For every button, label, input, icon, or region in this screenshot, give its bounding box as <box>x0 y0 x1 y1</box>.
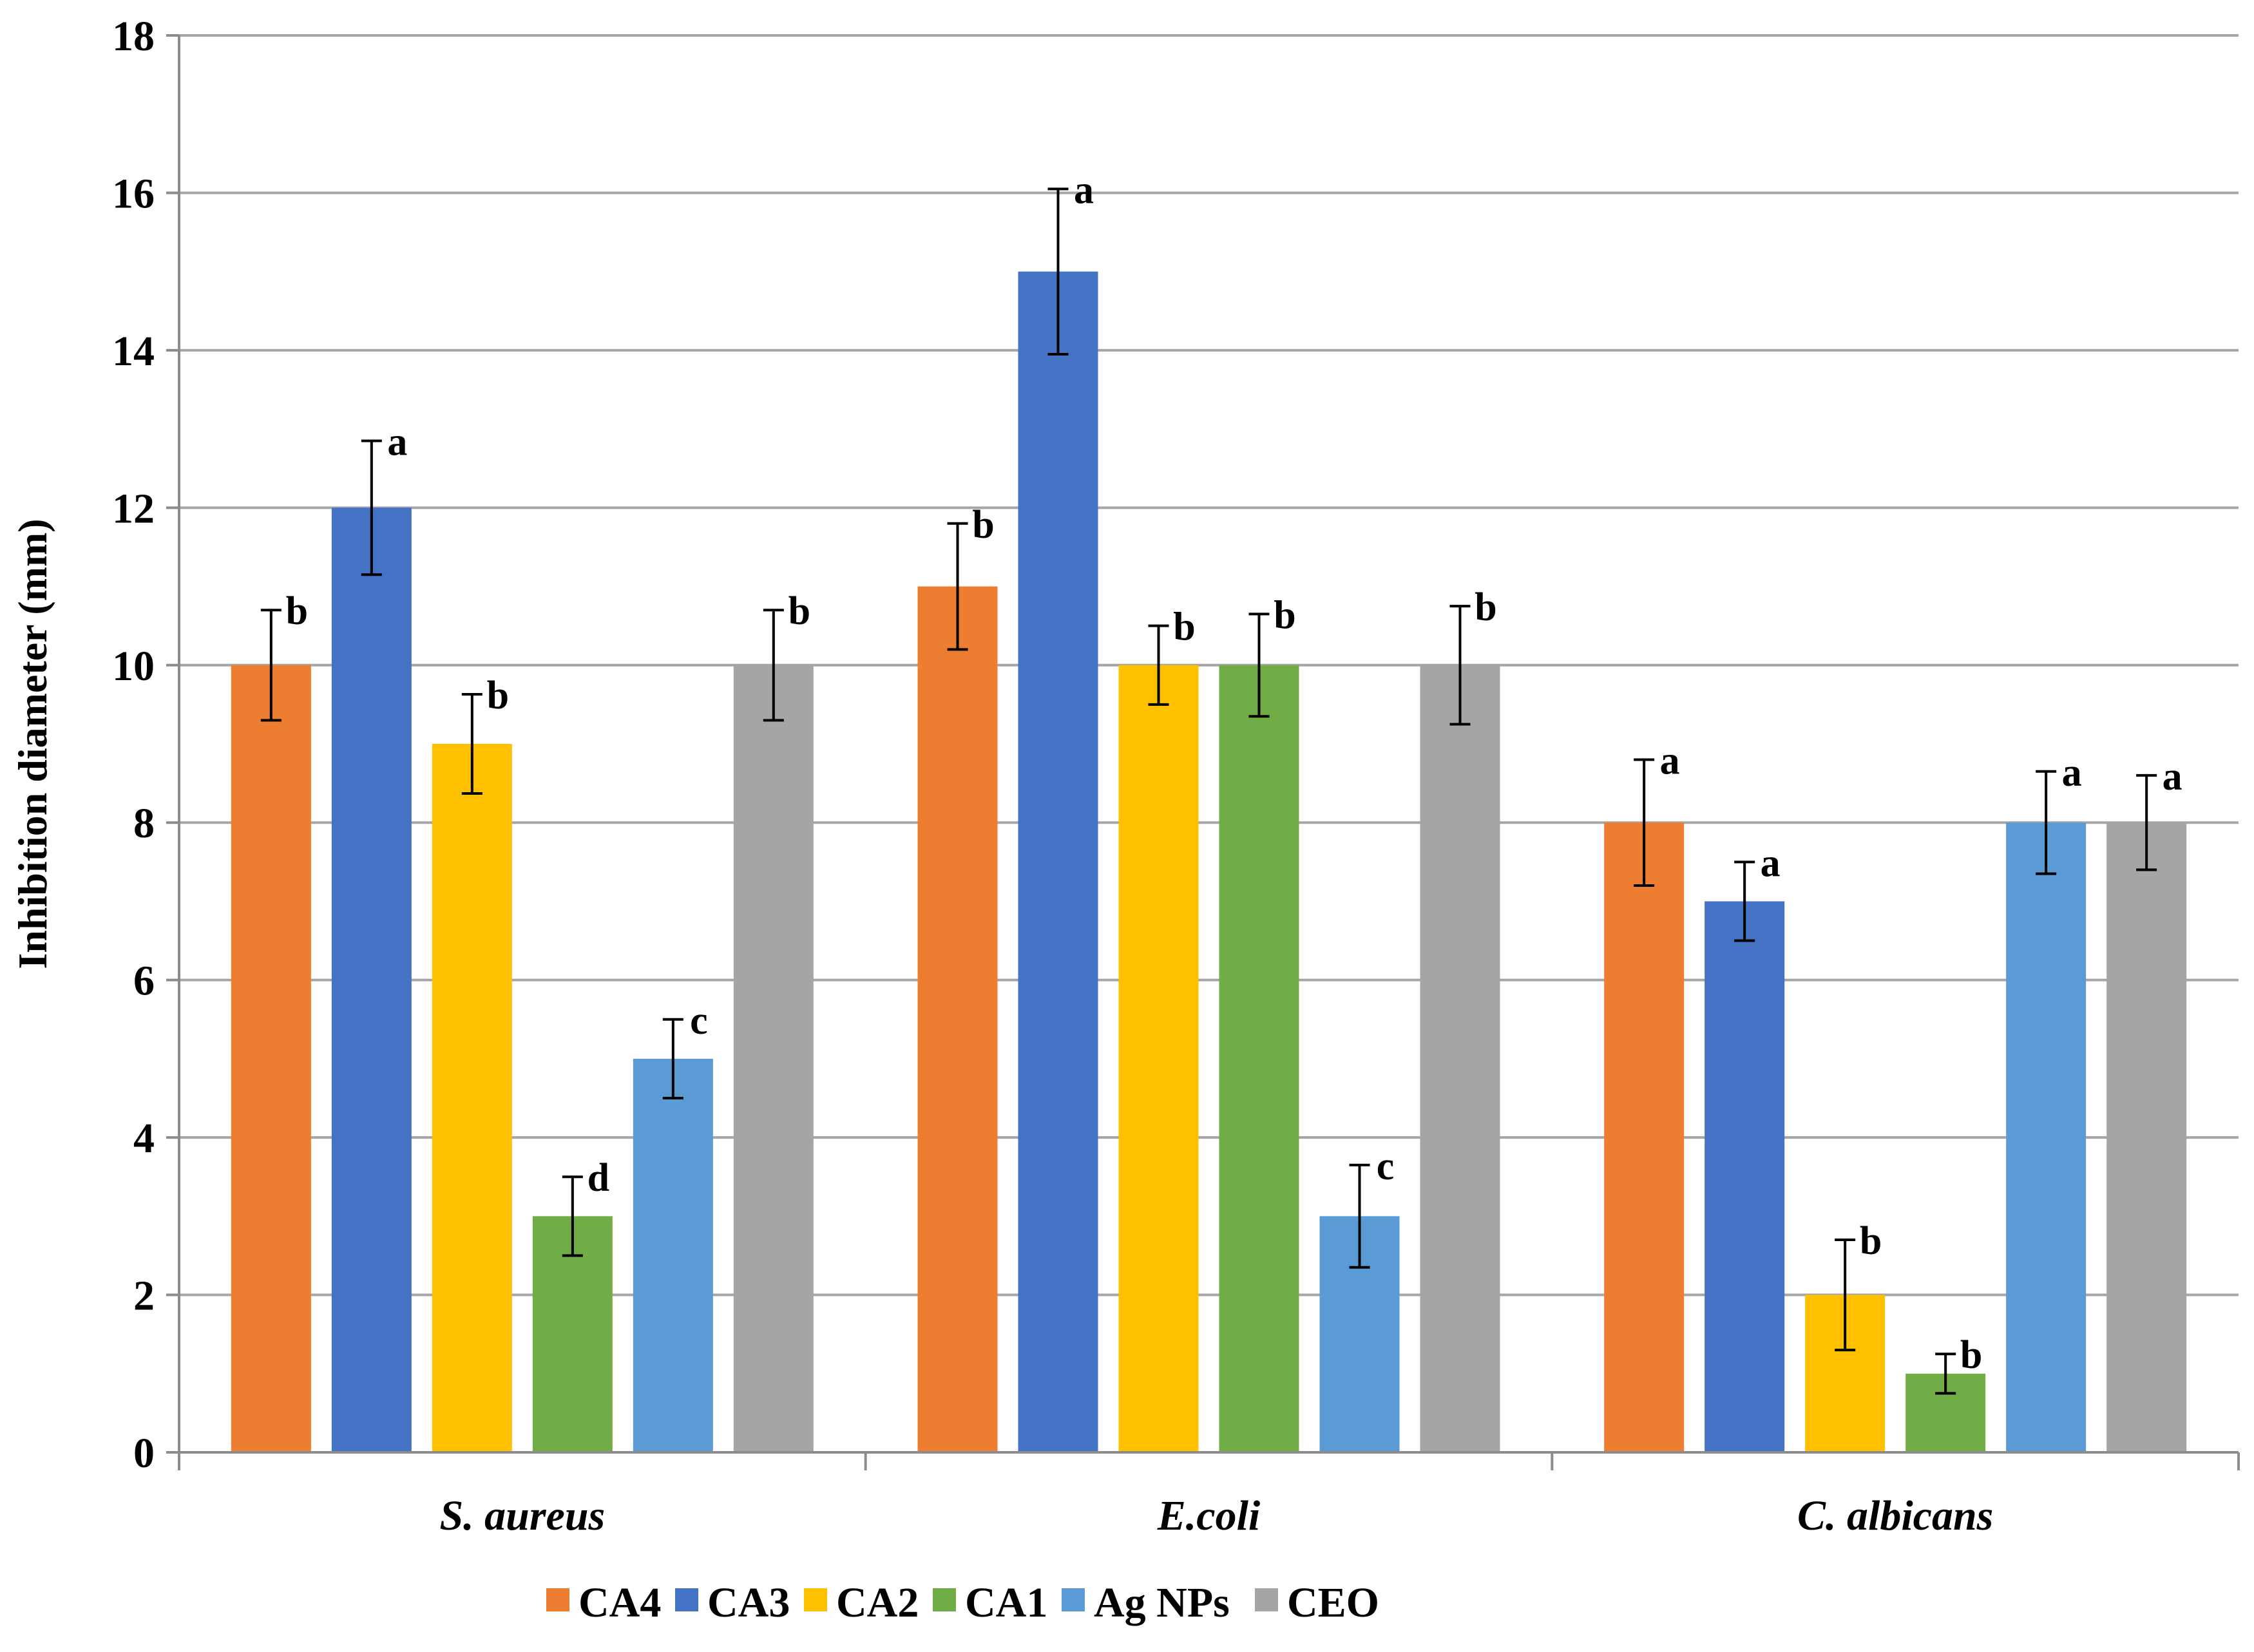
y-tick-label: 10 <box>112 643 155 690</box>
significance-letter: b <box>1860 1219 1882 1263</box>
bar <box>231 665 311 1452</box>
legend-entry: CA1 <box>965 1579 1047 1626</box>
significance-letter: b <box>788 589 810 633</box>
bar <box>1219 665 1299 1452</box>
significance-letter: a <box>2163 755 2182 799</box>
bar <box>1604 822 1685 1452</box>
y-tick-label: 0 <box>133 1430 155 1477</box>
bar <box>1118 665 1199 1452</box>
labels: 0 2 4 6 8 10 12 14 16 18 S. aureus b a b d c b E.coli b a b b… <box>112 13 2182 1539</box>
bar <box>1018 271 1098 1453</box>
legend-swatch <box>1062 1588 1085 1611</box>
legend-entry: CA3 <box>707 1579 790 1626</box>
y-tick-label: 14 <box>112 328 155 375</box>
category-label: E.coli <box>1157 1492 1261 1539</box>
significance-letter: d <box>587 1156 609 1200</box>
significance-letter: c <box>690 999 708 1043</box>
significance-letter: b <box>1960 1333 1982 1377</box>
bar <box>1705 901 1785 1452</box>
legend-swatch <box>1255 1588 1278 1611</box>
y-tick-label: 8 <box>133 800 155 847</box>
bars <box>231 187 2187 1453</box>
legend-entry: CA2 <box>836 1579 919 1626</box>
legend-swatch <box>675 1588 698 1611</box>
category-label: C. albicans <box>1797 1492 1993 1539</box>
y-tick-label: 4 <box>133 1115 155 1162</box>
legend-swatch <box>546 1588 569 1611</box>
y-tick-label: 12 <box>112 485 155 532</box>
bar <box>2106 822 2187 1452</box>
significance-letter: c <box>1377 1144 1395 1188</box>
y-tick-label: 2 <box>133 1273 155 1320</box>
y-tick-label: 16 <box>112 170 155 217</box>
gridlines <box>179 34 2239 1296</box>
y-tick-label: 6 <box>133 958 155 1005</box>
legend-swatch <box>804 1588 827 1611</box>
significance-letter: a <box>1074 168 1094 212</box>
significance-letter: b <box>286 589 308 633</box>
significance-letter: b <box>1274 593 1295 637</box>
bar <box>2006 822 2087 1452</box>
bar <box>917 586 998 1452</box>
significance-letter: a <box>1761 841 1781 885</box>
y-tick-label: 18 <box>112 13 155 60</box>
legend-entry: Ag NPs <box>1094 1579 1230 1626</box>
bar <box>1420 665 1500 1452</box>
legend: CA4 CA3 CA2 CA1 Ag NPs CEO <box>546 1579 1379 1626</box>
legend-swatch <box>933 1588 956 1611</box>
bar <box>633 1058 713 1452</box>
bar <box>331 508 412 1453</box>
significance-letter: a <box>387 420 407 464</box>
legend-entry: CA4 <box>578 1579 661 1626</box>
legend-entry: CEO <box>1287 1579 1379 1626</box>
significance-letter: b <box>487 674 509 717</box>
y-axis-title: Inhibition diameter (mm) <box>10 518 55 969</box>
significance-letter: a <box>2062 751 2082 795</box>
significance-letter: a <box>1660 739 1680 783</box>
bar <box>432 744 512 1452</box>
axes <box>166 34 2240 1470</box>
significance-letter: b <box>1475 585 1496 629</box>
bar <box>733 665 814 1452</box>
category-label: S. aureus <box>439 1492 605 1539</box>
significance-letter: b <box>972 503 994 547</box>
significance-letter: b <box>1173 605 1195 649</box>
